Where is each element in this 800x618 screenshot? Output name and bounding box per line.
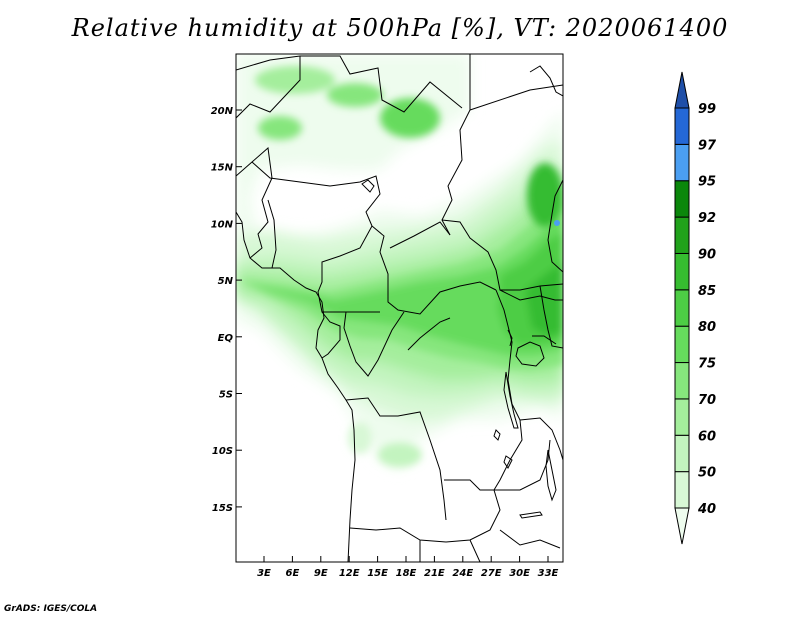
colorbar-label: 60 <box>698 429 716 444</box>
border-drc-angola <box>345 397 447 521</box>
lon-tick-label: 6E <box>286 568 300 579</box>
border-niger-nigeria <box>251 161 381 227</box>
coastline <box>236 211 356 562</box>
colorbar-bin <box>674 216 690 254</box>
border-west-small <box>236 147 273 259</box>
lon-tick-label: 30E <box>509 568 530 579</box>
colorbar-bin <box>674 362 690 400</box>
humidity-blob-north-4 <box>258 116 302 140</box>
colorbar-label: 85 <box>698 284 716 299</box>
colorbar-bin <box>674 471 690 509</box>
border-red-sea <box>529 65 563 97</box>
humidity-blob-north-1 <box>255 66 335 94</box>
border-gabon <box>321 311 341 359</box>
colorbar-bin <box>674 143 690 182</box>
lon-tick-label: 12E <box>339 568 360 579</box>
lat-tick-label: EQ <box>218 333 234 344</box>
colorbar-label: 80 <box>698 320 716 335</box>
lat-tick-label: 5S <box>219 390 233 401</box>
lake-mweru <box>493 429 501 441</box>
humidity-blob-south-1 <box>378 443 422 467</box>
colorbar-bin <box>674 107 690 145</box>
humidity-spot-97 <box>554 220 560 226</box>
humidity-field-90 <box>525 262 563 336</box>
colorbar-label: 99 <box>698 102 716 117</box>
lat-tick-label: 15N <box>211 163 234 174</box>
border-chad-sudan <box>441 219 563 291</box>
lat-tick-label: 15S <box>212 503 233 514</box>
colorbar-label: 90 <box>698 247 716 262</box>
colorbar-bin <box>674 71 690 109</box>
lake-victoria <box>515 341 545 367</box>
border-ethiopia <box>547 179 563 273</box>
colorbar-label: 97 <box>698 138 717 153</box>
lake-malawi <box>545 449 557 502</box>
lake-chad <box>361 179 375 193</box>
lake-tanganyika <box>503 371 519 429</box>
lake-bangweulu <box>503 455 513 469</box>
colorbar-bin <box>674 252 690 291</box>
humidity-blob-ne-1 <box>527 163 563 227</box>
lat-tick-label: 20N <box>211 106 234 117</box>
grads-credit: GrADS: IGES/COLA <box>4 604 98 614</box>
latitude-axis: 20N 15N 10N 5N EQ 5S 10S 15S <box>211 106 242 514</box>
lat-tick-label: 10N <box>211 219 234 230</box>
border-nigeria-cameroon <box>317 225 380 313</box>
border-algeria-niger <box>236 55 463 113</box>
lon-tick-label: 9E <box>314 568 328 579</box>
colorbar-label: 40 <box>697 502 716 517</box>
map-title: Relative humidity at 500hPa [%], VT: 202… <box>71 14 729 42</box>
lon-tick-label: 21E <box>424 568 445 579</box>
border-tanzania <box>519 417 563 461</box>
border-niger-chad <box>441 54 471 236</box>
border-cameroon-car <box>371 225 497 315</box>
colorbar-label: 70 <box>698 393 716 408</box>
humidity-blob-south-2 <box>348 422 372 454</box>
colorbar-label: 75 <box>698 357 716 372</box>
border-congo-drc <box>343 311 405 377</box>
border-benin <box>267 199 277 269</box>
lon-tick-label: 24E <box>452 568 473 579</box>
lon-tick-label: 27E <box>481 568 502 579</box>
humidity-field-80 <box>250 218 563 356</box>
border-south <box>419 529 561 562</box>
lake-kariba <box>519 511 543 519</box>
colorbar-bin <box>674 289 690 327</box>
humidity-blob-north-2 <box>327 83 383 107</box>
border-libya-sudan <box>469 84 563 111</box>
lat-tick-label: 10S <box>212 446 233 457</box>
border-east-africa <box>539 285 563 349</box>
colorbar-bin <box>674 507 690 545</box>
map-frame <box>235 53 564 563</box>
lon-tick-label: 3E <box>257 568 271 579</box>
border-mali-niger <box>236 56 301 119</box>
colorbar: 40 50 60 70 75 80 85 90 92 95 97 99 <box>674 71 717 545</box>
colorbar-bin <box>674 325 690 364</box>
country-borders <box>236 54 563 562</box>
colorbar-label: 50 <box>698 466 716 481</box>
humidity-blob-north-3 <box>380 98 440 138</box>
colorbar-bin <box>674 434 690 473</box>
longitude-axis: 3E 6E 9E 12E 15E 18E 21E 24E 27E 30E 33E <box>257 556 559 579</box>
border-sudan-southsudan <box>499 289 563 301</box>
lon-tick-label: 18E <box>396 568 417 579</box>
border-uganda-kenya <box>532 335 557 345</box>
lon-tick-label: 33E <box>538 568 559 579</box>
lon-tick-label: 15E <box>367 568 388 579</box>
river-congo <box>407 317 451 351</box>
map-plot-area: 20N 15N 10N 5N EQ 5S 10S 15S 3E 6E 9E 12E 15E 18E 21E… <box>211 53 564 579</box>
lake-albert <box>507 329 513 347</box>
colorbar-label: 92 <box>698 211 716 226</box>
border-car-sudan <box>389 221 451 249</box>
border-angola-namibia <box>349 527 447 543</box>
border-angola-zambia <box>444 479 501 543</box>
colorbar-label: 95 <box>698 175 716 190</box>
colorbar-bin <box>674 398 690 436</box>
colorbar-bin <box>674 180 690 218</box>
lat-tick-label: 5N <box>218 276 234 287</box>
humidity-field <box>236 54 563 470</box>
